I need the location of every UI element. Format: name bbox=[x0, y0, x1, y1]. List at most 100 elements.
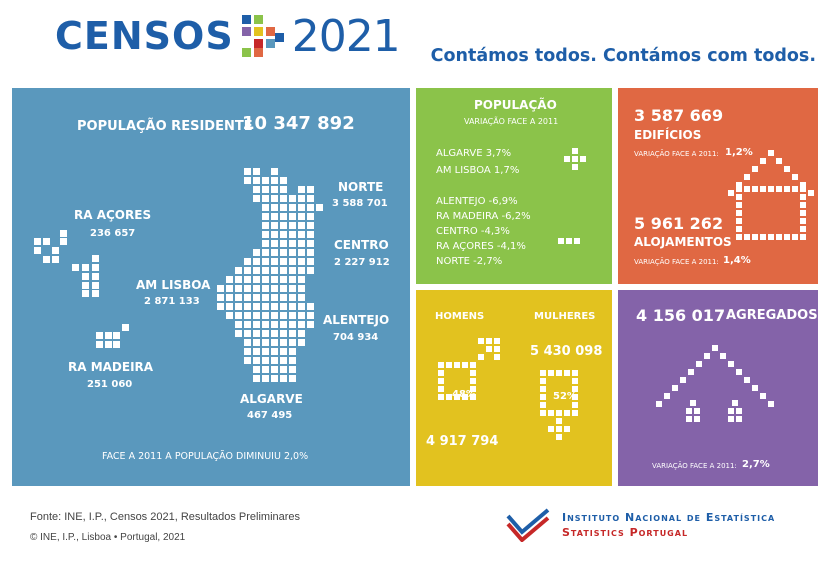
household-house-icon bbox=[656, 345, 774, 422]
roof-block bbox=[760, 393, 766, 399]
roof-block bbox=[696, 361, 702, 367]
map-block bbox=[298, 204, 305, 211]
map-block bbox=[298, 312, 305, 319]
map-block bbox=[271, 312, 278, 319]
map-block bbox=[289, 240, 296, 247]
male-arrow-block bbox=[494, 346, 500, 352]
map-block bbox=[307, 303, 314, 310]
map-block bbox=[271, 339, 278, 346]
map-block bbox=[271, 285, 278, 292]
map-block bbox=[289, 312, 296, 319]
map-block bbox=[280, 375, 287, 382]
female-symbol-block bbox=[572, 394, 578, 400]
map-block bbox=[280, 321, 287, 328]
map-block bbox=[262, 204, 269, 211]
azores-block bbox=[34, 238, 41, 245]
female-symbol-block bbox=[564, 410, 570, 416]
house-wall-block bbox=[736, 218, 742, 224]
map-block bbox=[235, 294, 242, 301]
azores-block bbox=[60, 238, 67, 245]
female-symbol-block bbox=[548, 410, 554, 416]
roof-block bbox=[720, 353, 726, 359]
house-wall-block bbox=[736, 234, 742, 240]
map-block bbox=[271, 177, 278, 184]
region-name-algarve: ALGARVE bbox=[240, 392, 303, 406]
map-block bbox=[298, 267, 305, 274]
map-block bbox=[289, 204, 296, 211]
roof-block bbox=[704, 353, 710, 359]
region-name-lisboa: AM LISBOA bbox=[136, 278, 211, 292]
map-block bbox=[271, 348, 278, 355]
map-block bbox=[217, 294, 224, 301]
map-block bbox=[262, 249, 269, 256]
house-wall-block bbox=[752, 186, 758, 192]
azores-block bbox=[60, 230, 67, 237]
house-roof-block bbox=[808, 190, 814, 196]
gender-panel: HOMENS MULHERES 48% 52% 4 917 794 5 430 … bbox=[416, 290, 612, 486]
azores-block bbox=[43, 256, 50, 263]
small-house-block bbox=[736, 408, 742, 414]
male-symbol-block bbox=[446, 394, 452, 400]
map-block bbox=[289, 366, 296, 373]
men-value: 4 917 794 bbox=[426, 434, 499, 449]
map-block bbox=[298, 285, 305, 292]
roof-block bbox=[736, 369, 742, 375]
map-block bbox=[271, 168, 278, 175]
madeira-block bbox=[122, 324, 129, 331]
map-block bbox=[280, 348, 287, 355]
female-symbol-block bbox=[540, 394, 546, 400]
house-wall-block bbox=[784, 234, 790, 240]
women-value: 5 430 098 bbox=[530, 344, 603, 359]
dwellings-var-label: VARIAÇÃO FACE A 2011: bbox=[634, 258, 719, 266]
buildings-label: EDIFÍCIOS bbox=[634, 128, 702, 142]
map-block bbox=[289, 330, 296, 337]
population-label: POPULAÇÃO RESIDENTE bbox=[77, 119, 253, 134]
map-block bbox=[298, 339, 305, 346]
house-wall-block bbox=[736, 210, 742, 216]
region-name-acores: RA AÇORES bbox=[74, 208, 152, 222]
portugal-map-icon bbox=[34, 168, 323, 382]
roof-block bbox=[712, 345, 718, 351]
map-block bbox=[280, 258, 287, 265]
roof-block bbox=[672, 385, 678, 391]
female-symbol-block bbox=[572, 370, 578, 376]
house-wall-block bbox=[744, 234, 750, 240]
map-block bbox=[244, 339, 251, 346]
map-block bbox=[253, 195, 260, 202]
map-block bbox=[235, 267, 242, 274]
women-pct: 52% bbox=[553, 391, 577, 402]
house-wall-block bbox=[736, 202, 742, 208]
decrease-item: NORTE -2,7% bbox=[436, 256, 503, 267]
map-block bbox=[280, 249, 287, 256]
male-symbol-block bbox=[438, 386, 444, 392]
map-block bbox=[271, 375, 278, 382]
map-block bbox=[307, 204, 314, 211]
map-block bbox=[289, 375, 296, 382]
minus-sign-block bbox=[566, 238, 572, 244]
map-block bbox=[244, 312, 251, 319]
map-block bbox=[289, 258, 296, 265]
censos-logo: CENSOS 2021 bbox=[55, 11, 401, 62]
region-name-alentejo: ALENTEJO bbox=[323, 313, 390, 327]
map-block bbox=[298, 321, 305, 328]
region-value-norte: 3 588 701 bbox=[332, 198, 388, 209]
dwellings-label: ALOJAMENTOS bbox=[634, 235, 732, 249]
house-wall-block bbox=[736, 226, 742, 232]
map-block bbox=[271, 303, 278, 310]
map-block bbox=[244, 348, 251, 355]
map-block bbox=[262, 339, 269, 346]
map-block bbox=[226, 312, 233, 319]
map-block bbox=[262, 321, 269, 328]
male-symbol-block bbox=[470, 394, 476, 400]
house-wall-block bbox=[792, 234, 798, 240]
map-block bbox=[244, 168, 251, 175]
map-block bbox=[226, 294, 233, 301]
small-house-block bbox=[686, 408, 692, 414]
map-block bbox=[244, 285, 251, 292]
map-block bbox=[280, 177, 287, 184]
male-arrow-block bbox=[494, 354, 500, 360]
map-block bbox=[298, 231, 305, 238]
azores-block bbox=[34, 247, 41, 254]
house-roof-block bbox=[752, 166, 758, 172]
map-block bbox=[262, 357, 269, 364]
